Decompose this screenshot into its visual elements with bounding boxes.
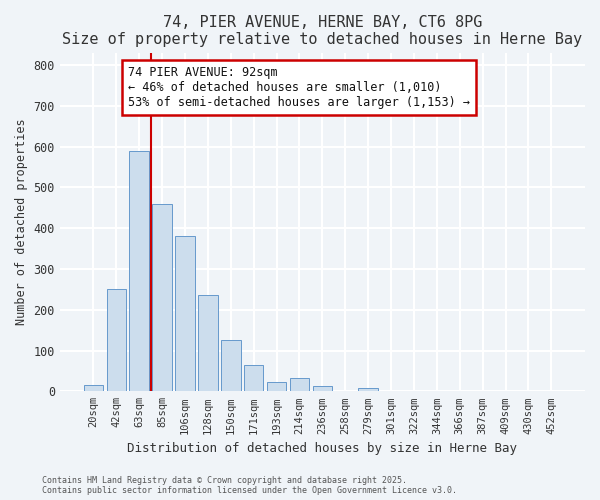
Bar	[107, 290, 126, 392]
Bar	[175, 236, 195, 392]
Title: 74, PIER AVENUE, HERNE BAY, CT6 8PG
Size of property relative to detached houses: 74, PIER AVENUE, HERNE BAY, CT6 8PG Size…	[62, 15, 583, 48]
Text: Contains HM Land Registry data © Crown copyright and database right 2025.
Contai: Contains HM Land Registry data © Crown c…	[42, 476, 457, 495]
Bar	[198, 296, 218, 392]
Bar	[221, 340, 241, 392]
Bar	[130, 150, 149, 392]
Y-axis label: Number of detached properties: Number of detached properties	[15, 118, 28, 326]
Text: 74 PIER AVENUE: 92sqm
← 46% of detached houses are smaller (1,010)
53% of semi-d: 74 PIER AVENUE: 92sqm ← 46% of detached …	[128, 66, 470, 110]
Bar	[83, 385, 103, 392]
Bar	[244, 365, 263, 392]
Bar	[313, 386, 332, 392]
Bar	[267, 382, 286, 392]
Bar	[290, 378, 309, 392]
Bar	[358, 388, 378, 392]
Bar	[152, 204, 172, 392]
X-axis label: Distribution of detached houses by size in Herne Bay: Distribution of detached houses by size …	[127, 442, 517, 455]
